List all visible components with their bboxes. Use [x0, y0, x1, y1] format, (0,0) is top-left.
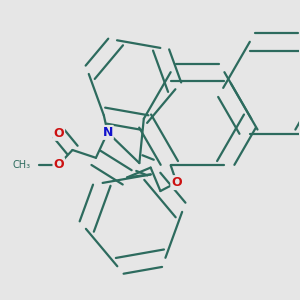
Text: O: O	[53, 158, 64, 171]
Text: N: N	[103, 126, 113, 139]
Text: O: O	[171, 176, 182, 189]
Text: O: O	[53, 127, 64, 140]
Text: CH₃: CH₃	[12, 160, 30, 170]
